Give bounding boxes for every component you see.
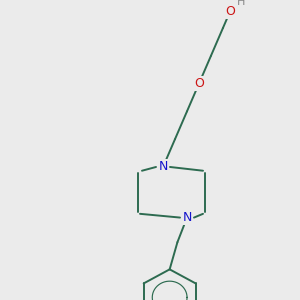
Text: N: N [158,160,168,173]
Text: N: N [182,211,192,224]
Text: O: O [225,5,235,18]
Text: H: H [237,0,245,7]
Text: O: O [194,77,204,90]
